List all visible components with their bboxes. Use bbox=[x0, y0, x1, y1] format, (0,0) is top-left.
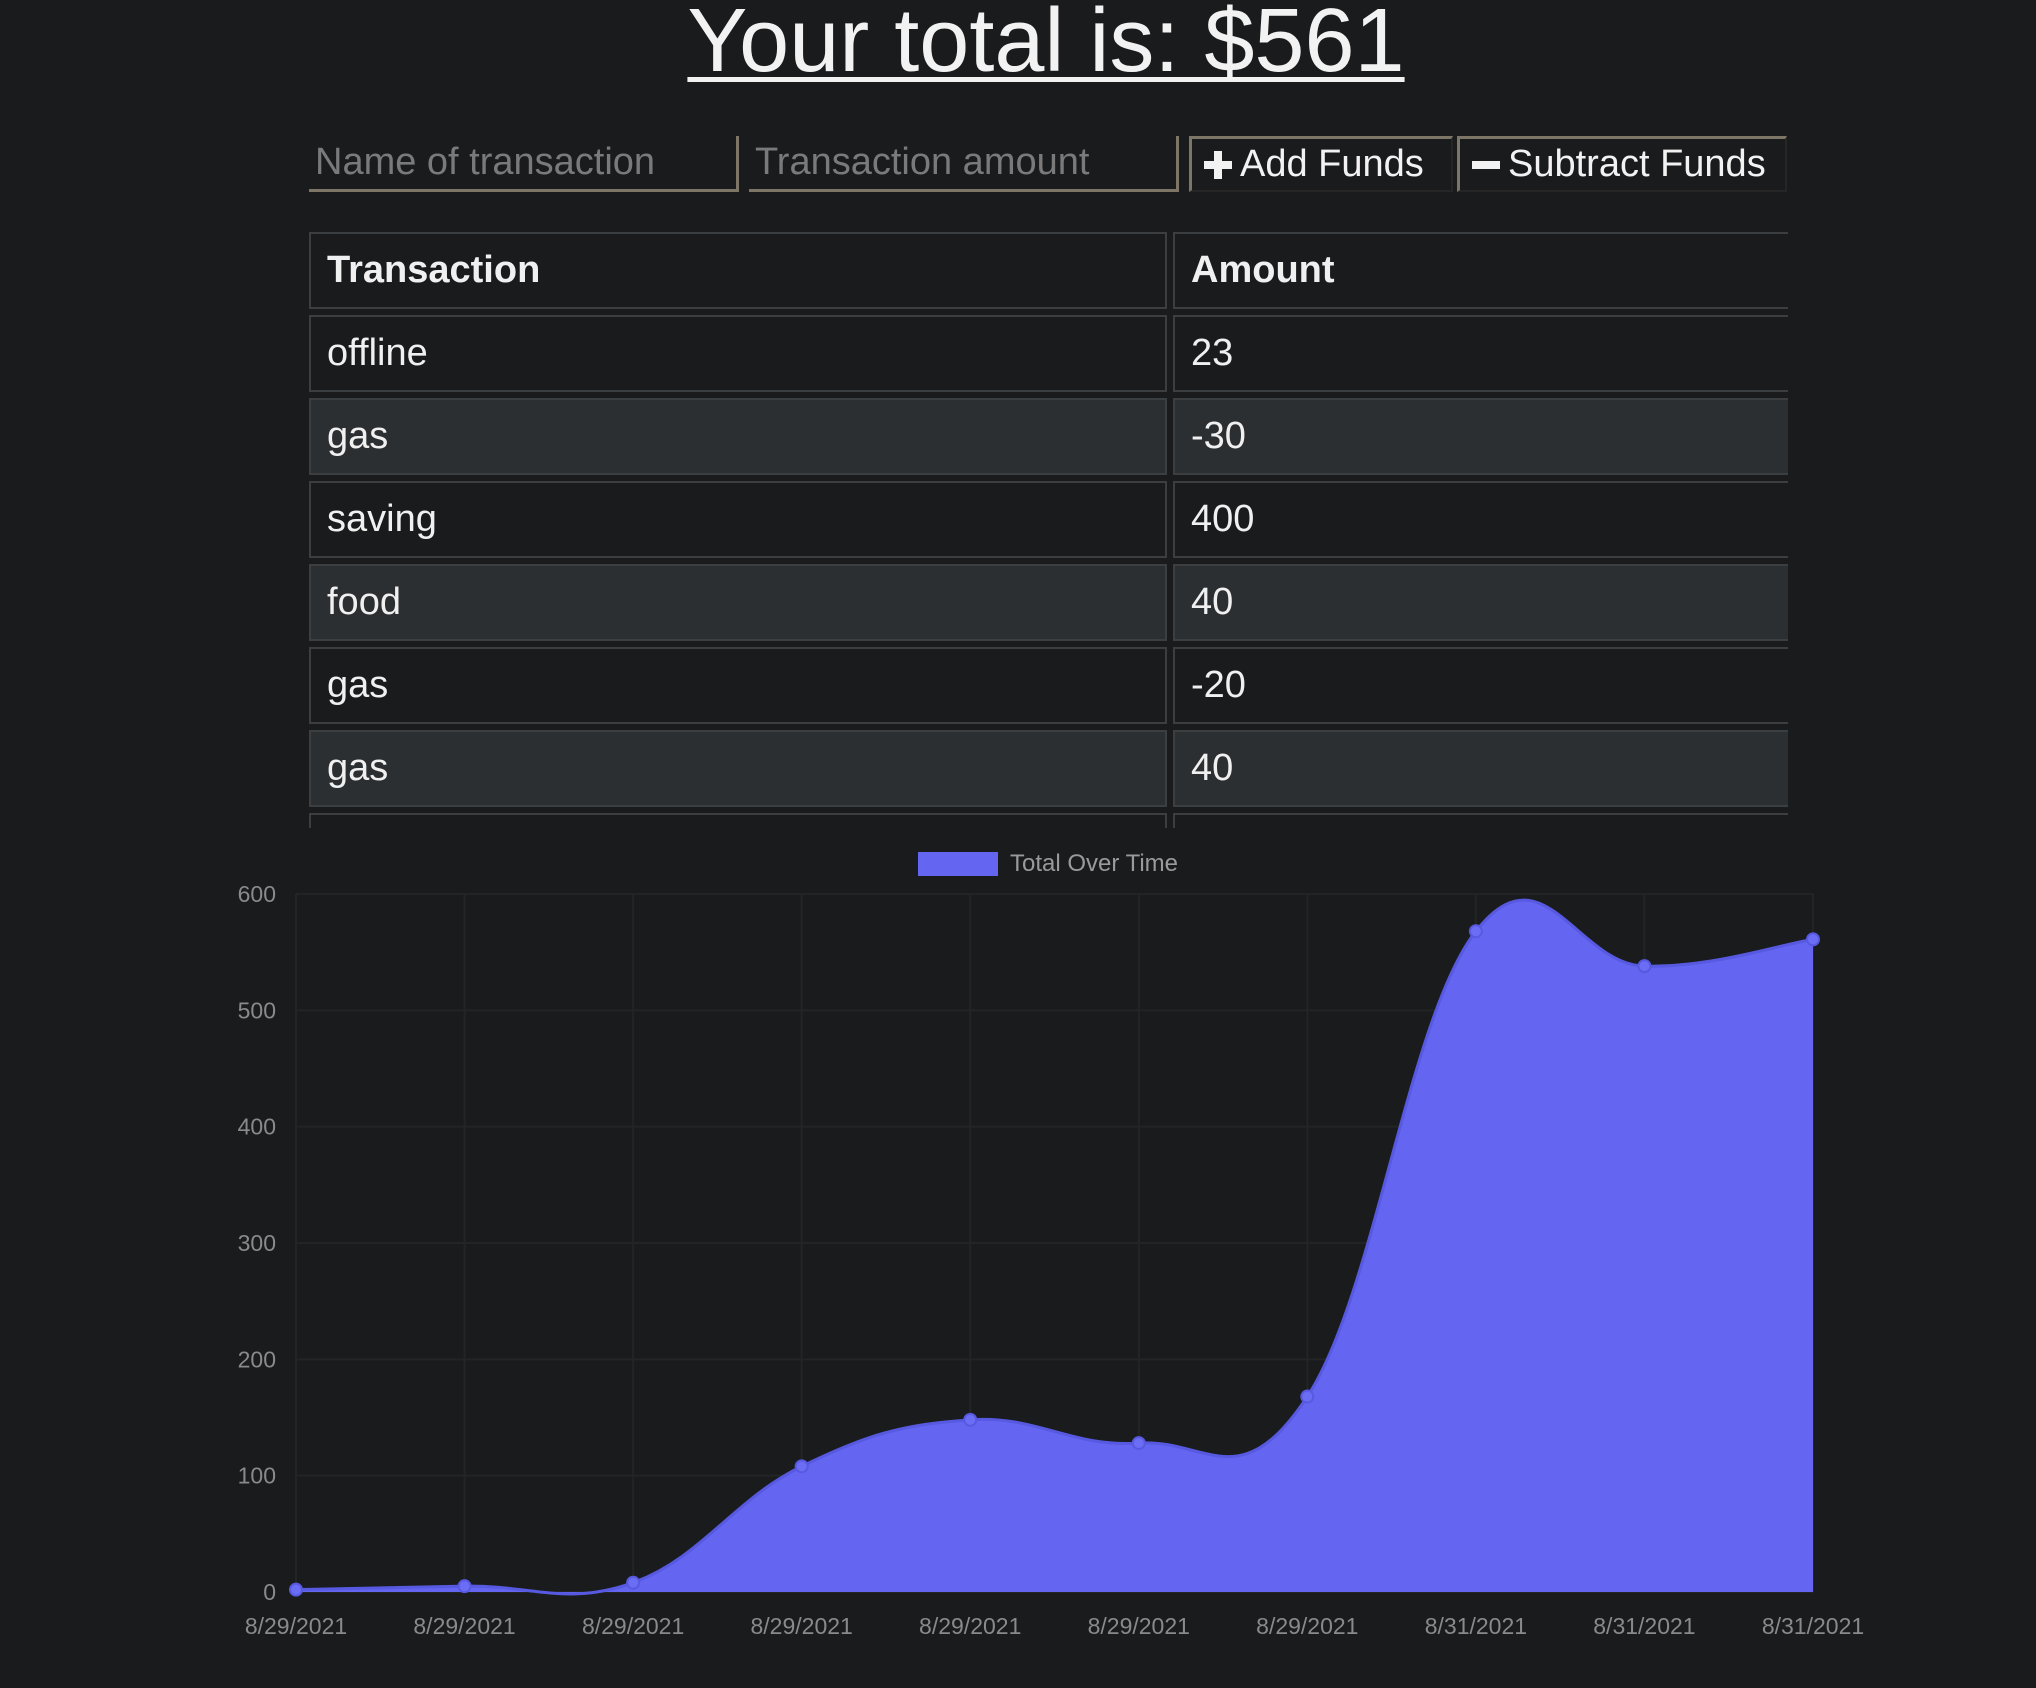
data-point bbox=[457, 1579, 472, 1594]
transaction-amount-cell: 400 bbox=[1173, 481, 1788, 558]
y-tick-label: 400 bbox=[238, 1114, 276, 1140]
x-tick-label: 8/29/2021 bbox=[751, 1613, 853, 1639]
transaction-name-cell: gas bbox=[309, 398, 1167, 475]
x-tick-label: 8/29/2021 bbox=[245, 1613, 347, 1639]
column-header-transaction: Transaction bbox=[309, 232, 1167, 309]
chart-svg: 0 100 200 300 400 500 600 8/29/2021 8/29/2021 8/2… bbox=[238, 881, 1865, 1639]
x-tick-label: 8/31/2021 bbox=[1762, 1613, 1864, 1639]
x-tick-label: 8/29/2021 bbox=[1256, 1613, 1358, 1639]
transaction-name-cell: saving bbox=[309, 481, 1167, 558]
minus-icon bbox=[1472, 151, 1500, 179]
legend-label: Total Over Time bbox=[1009, 850, 1179, 877]
transaction-name-cell: gas bbox=[309, 647, 1167, 724]
data-point bbox=[794, 1459, 809, 1474]
transaction-name-cell: food bbox=[309, 564, 1167, 641]
subtract-funds-label: Subtract Funds bbox=[1508, 143, 1766, 185]
data-point bbox=[963, 1412, 978, 1427]
series-area bbox=[296, 900, 1813, 1594]
x-tick-label: 8/31/2021 bbox=[1593, 1613, 1695, 1639]
x-tick-label: 8/29/2021 bbox=[919, 1613, 1021, 1639]
table-row bbox=[309, 813, 1788, 828]
x-tick-label: 8/31/2021 bbox=[1425, 1613, 1527, 1639]
y-tick-label: 200 bbox=[238, 1346, 276, 1372]
transaction-amount-cell: -20 bbox=[1173, 647, 1788, 724]
legend-swatch bbox=[917, 852, 998, 876]
y-tick-label: 500 bbox=[238, 997, 276, 1023]
transaction-amount-cell: 40 bbox=[1173, 730, 1788, 807]
transaction-name-input[interactable] bbox=[309, 136, 739, 192]
plus-icon bbox=[1204, 150, 1232, 179]
data-point bbox=[1468, 924, 1483, 939]
table-row: saving 400 bbox=[309, 481, 1788, 558]
data-point bbox=[1131, 1436, 1146, 1451]
column-header-amount: Amount bbox=[1173, 232, 1788, 309]
add-funds-button[interactable]: Add Funds bbox=[1189, 136, 1453, 192]
chart-legend[interactable]: Total Over Time bbox=[0, 850, 2036, 878]
data-point bbox=[1806, 932, 1820, 947]
page-title: Your total is: $561 bbox=[687, 0, 1405, 91]
x-tick-label: 8/29/2021 bbox=[1088, 1613, 1190, 1639]
transaction-amount-cell: 23 bbox=[1173, 315, 1788, 392]
total-over-time-chart: 0 100 200 300 400 500 600 8/29/2021 8/29/2021 8/2… bbox=[0, 840, 2036, 1688]
y-tick-label: 600 bbox=[238, 881, 276, 907]
y-tick-label: 100 bbox=[238, 1463, 276, 1489]
transaction-amount-cell: 40 bbox=[1173, 564, 1788, 641]
add-funds-label: Add Funds bbox=[1240, 143, 1424, 185]
transaction-name-cell bbox=[309, 813, 1167, 828]
transactions-table-container[interactable]: Transaction Amount offline 23 gas -30 sa… bbox=[309, 232, 1788, 828]
y-tick-label: 0 bbox=[263, 1579, 276, 1605]
x-tick-label: 8/29/2021 bbox=[413, 1613, 515, 1639]
table-header-row: Transaction Amount bbox=[309, 232, 1788, 309]
data-point bbox=[626, 1575, 641, 1590]
table-row: gas -20 bbox=[309, 647, 1788, 724]
subtract-funds-button[interactable]: Subtract Funds bbox=[1457, 136, 1787, 192]
table-row: food 40 bbox=[309, 564, 1788, 641]
transactions-table: Transaction Amount offline 23 gas -30 sa… bbox=[309, 232, 1788, 828]
data-point bbox=[1637, 959, 1652, 974]
transaction-amount-cell: -30 bbox=[1173, 398, 1788, 475]
table-row: gas 40 bbox=[309, 730, 1788, 807]
transaction-name-cell: gas bbox=[309, 730, 1167, 807]
y-tick-label: 300 bbox=[238, 1230, 276, 1256]
x-tick-label: 8/29/2021 bbox=[582, 1613, 684, 1639]
data-point bbox=[289, 1582, 303, 1597]
transaction-amount-input[interactable] bbox=[749, 136, 1179, 192]
data-point bbox=[1300, 1389, 1315, 1404]
table-row: offline 23 bbox=[309, 315, 1788, 392]
transaction-name-cell: offline bbox=[309, 315, 1167, 392]
table-row: gas -30 bbox=[309, 398, 1788, 475]
transaction-amount-cell bbox=[1173, 813, 1788, 828]
